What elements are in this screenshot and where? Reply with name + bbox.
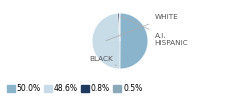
Wedge shape	[119, 13, 120, 41]
Wedge shape	[120, 13, 148, 69]
Wedge shape	[92, 13, 120, 69]
Legend: 50.0%, 48.6%, 0.8%, 0.5%: 50.0%, 48.6%, 0.8%, 0.5%	[4, 81, 145, 96]
Wedge shape	[118, 13, 120, 41]
Text: BLACK: BLACK	[89, 56, 117, 66]
Text: A.I.
HISPANIC: A.I. HISPANIC	[121, 16, 188, 46]
Text: WHITE: WHITE	[106, 14, 178, 41]
